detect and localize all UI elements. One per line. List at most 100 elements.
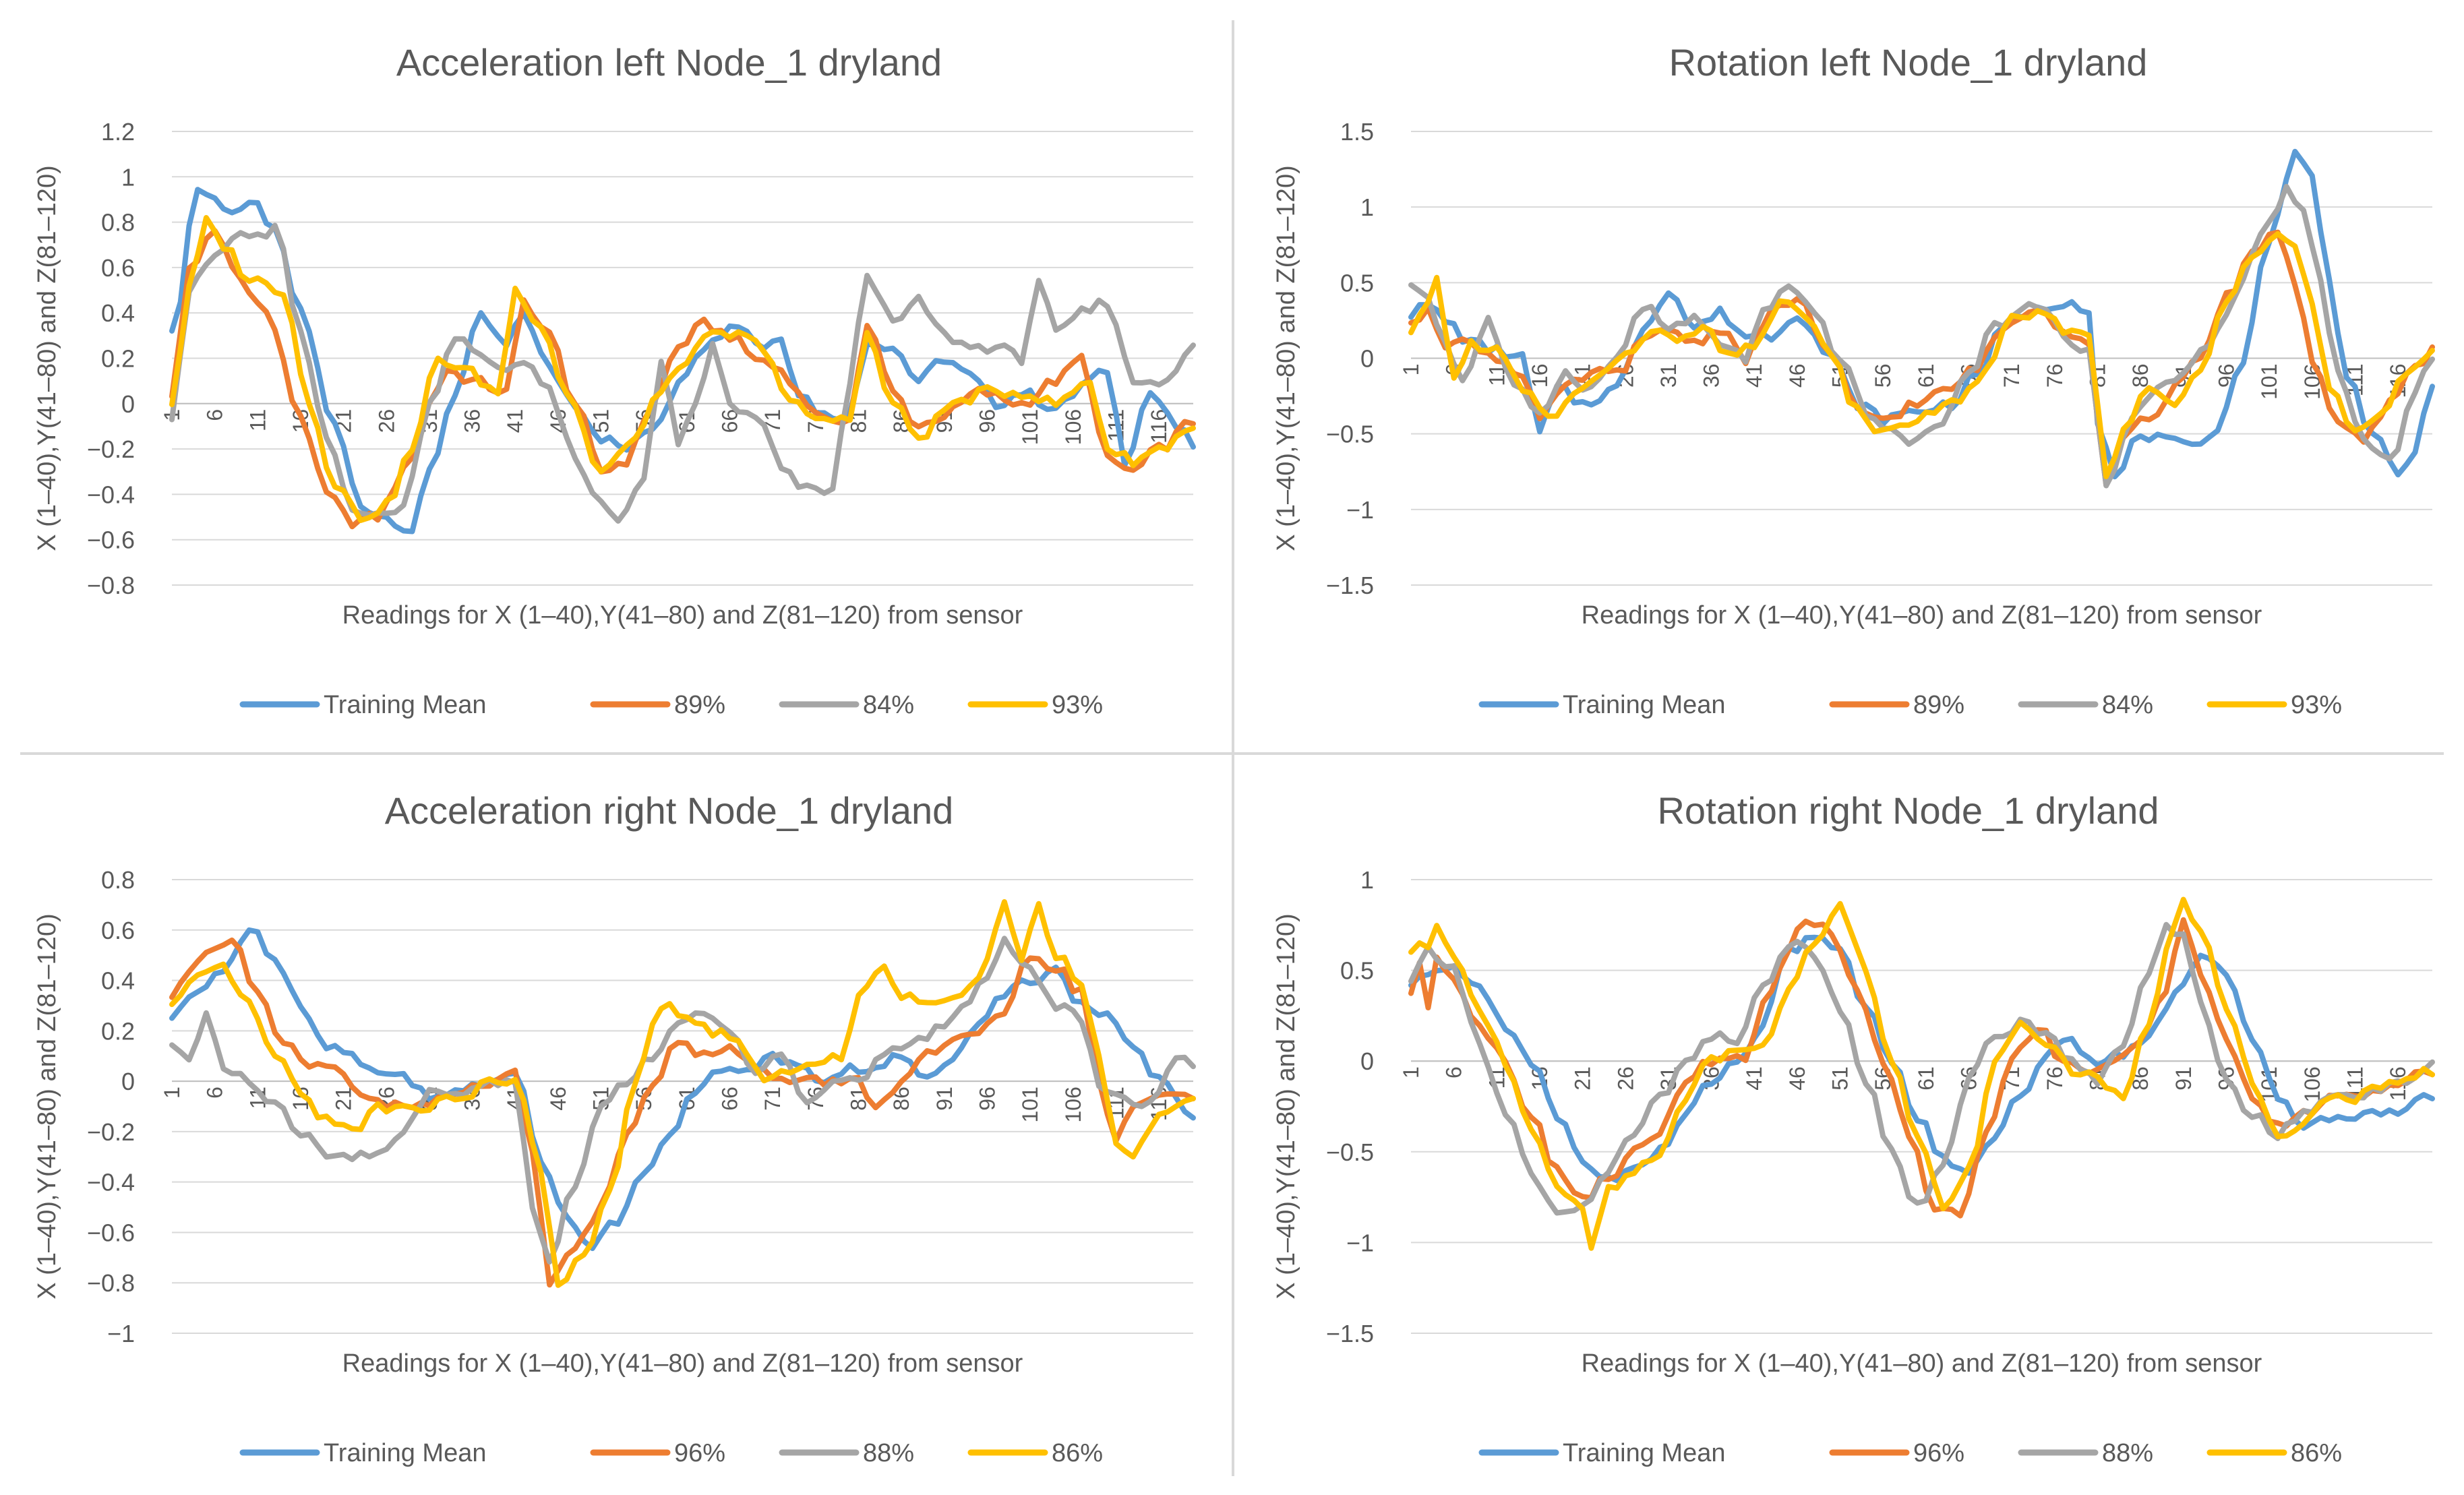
horizontal-divider	[20, 752, 2444, 755]
series-line-3	[169, 222, 1196, 524]
y-tick-label: 0.2	[101, 1017, 135, 1045]
y-tick-label: −0.2	[87, 1118, 135, 1146]
series-line-1	[1408, 148, 2435, 480]
legend-label: 86%	[2291, 1439, 2342, 1467]
x-tick-label: 56	[1871, 364, 1895, 388]
series-line-1	[169, 187, 1196, 535]
y-tick-label: 0.8	[101, 866, 135, 894]
x-tick-label: 21	[332, 1087, 356, 1111]
legend-label: 84%	[863, 691, 914, 719]
y-tick-label: −0.5	[1326, 1138, 1374, 1166]
chart-panel-1: Acceleration left Node_1 dryland 1.2 1 0.8 0…	[33, 41, 1196, 719]
y-tick-label: 0.2	[101, 345, 135, 373]
x-tick-label: 86	[2128, 364, 2153, 388]
legend: Training Mean 89% 84% 93%	[1478, 691, 2342, 719]
series-line-1	[1408, 934, 2435, 1184]
y-tick-label: −1.5	[1326, 1320, 1374, 1347]
y-tick-label: −1.5	[1326, 572, 1374, 599]
y-tick-label: −1	[1346, 1229, 1374, 1256]
legend-label: 93%	[1052, 691, 1103, 719]
x-tick-label: 91	[932, 1087, 957, 1111]
x-tick-label: 1	[1399, 364, 1423, 376]
y-tick-label: 1.5	[1340, 118, 1374, 146]
legend: Training Mean 96% 88% 86%	[239, 1439, 1103, 1467]
x-tick-label: 71	[760, 1087, 785, 1111]
x-tick-label: 51	[1828, 1066, 1853, 1091]
series-line-4	[169, 899, 1196, 1288]
y-tick-label: 1.2	[101, 118, 135, 146]
x-tick-label: 101	[1018, 409, 1042, 445]
x-tick-label: 26	[1613, 1066, 1637, 1091]
y-tick-label: 0	[1360, 1047, 1374, 1075]
y-tick-label: 0.4	[101, 299, 135, 327]
y-tick-label: −1	[107, 1320, 135, 1347]
y-tick-label: −0.4	[87, 481, 135, 508]
x-tick-label: 36	[460, 409, 485, 433]
x-tick-label: 76	[2043, 1066, 2067, 1091]
y-tick-label: −1	[1346, 496, 1374, 524]
y-tick-label: −0.8	[87, 572, 135, 599]
x-tick-label: 91	[2171, 1066, 2196, 1091]
legend-label: 88%	[2102, 1439, 2153, 1467]
y-tick-label: −0.6	[87, 526, 135, 554]
y-tick-label: −0.8	[87, 1269, 135, 1297]
y-tick-label: 1	[121, 163, 135, 191]
y-axis-label: X (1–40),Y(41–80) and Z(81–120)	[33, 165, 61, 551]
x-axis-label: Readings for X (1–40),Y(41–80) and Z(81–…	[342, 1349, 1023, 1378]
x-axis-label: Readings for X (1–40),Y(41–80) and Z(81–…	[342, 601, 1023, 630]
y-tick-label: −0.4	[87, 1169, 135, 1196]
x-tick-label: 46	[546, 1087, 570, 1111]
legend-label: 89%	[1913, 691, 1964, 719]
chart-panel-3: Acceleration right Node_1 dryland 0.8 0.6 0…	[33, 789, 1196, 1467]
chart-title: Rotation left Node_1 dryland	[1669, 41, 2148, 84]
series-line-3	[169, 936, 1196, 1265]
x-tick-label: 76	[2043, 364, 2067, 388]
y-tick-label: 0.6	[101, 254, 135, 282]
y-tick-label: −0.2	[87, 435, 135, 463]
y-tick-label: 0	[121, 390, 135, 418]
x-tick-label: 96	[975, 1087, 999, 1111]
x-tick-label: 96	[975, 409, 999, 433]
y-tick-label: 0.4	[101, 967, 135, 995]
x-tick-label: 36	[1700, 364, 1724, 388]
x-tick-label: 66	[718, 1087, 742, 1111]
y-axis-label: X (1–40),Y(41–80) and Z(81–120)	[1272, 913, 1300, 1299]
x-axis-label: Readings for X (1–40),Y(41–80) and Z(81–…	[1582, 1349, 2262, 1378]
y-tick-label: 1	[1360, 866, 1374, 894]
x-tick-label: 106	[2300, 1066, 2324, 1102]
legend-label: Training Mean	[324, 1439, 487, 1467]
series-line-4	[1408, 896, 2435, 1251]
x-tick-label: 101	[2257, 364, 2281, 400]
legend-label: 89%	[674, 691, 725, 719]
y-tick-label: 0	[121, 1068, 135, 1095]
y-tick-label: 1	[1360, 193, 1374, 221]
legend-label: 96%	[1913, 1439, 1964, 1467]
legend-label: Training Mean	[324, 691, 487, 719]
x-tick-label: 1	[1399, 1066, 1423, 1078]
x-tick-label: 106	[1061, 409, 1085, 445]
x-tick-label: 41	[1742, 1066, 1766, 1091]
x-tick-label: 16	[1528, 364, 1552, 388]
legend-label: 84%	[2102, 691, 2153, 719]
x-tick-label: 101	[1018, 1087, 1042, 1122]
chart-title: Rotation right Node_1 dryland	[1657, 789, 2159, 832]
series-line-2	[169, 228, 1196, 530]
y-tick-label: 0.5	[1340, 269, 1374, 297]
x-tick-label: 31	[1656, 364, 1681, 388]
chart-panel-4: Rotation right Node_1 dryland 1 0.5 0 −0.5 −1…	[1272, 789, 2435, 1467]
x-tick-label: 106	[1061, 1087, 1085, 1122]
legend: Training Mean 96% 88% 86%	[1478, 1439, 2342, 1467]
series-line-1	[169, 927, 1196, 1252]
x-tick-label: 26	[374, 409, 398, 433]
y-tick-label: 0	[1360, 345, 1374, 373]
legend-label: 96%	[674, 1439, 725, 1467]
x-tick-label: 41	[1742, 364, 1766, 388]
legend-label: 88%	[863, 1439, 914, 1467]
legend-label: Training Mean	[1563, 1439, 1726, 1467]
y-tick-label: 0.5	[1340, 957, 1374, 985]
series-line-4	[169, 215, 1196, 523]
legend-label: 86%	[1052, 1439, 1103, 1467]
x-tick-label: 41	[503, 409, 527, 433]
y-tick-label: 0.8	[101, 209, 135, 237]
x-tick-label: 1	[160, 1087, 184, 1099]
